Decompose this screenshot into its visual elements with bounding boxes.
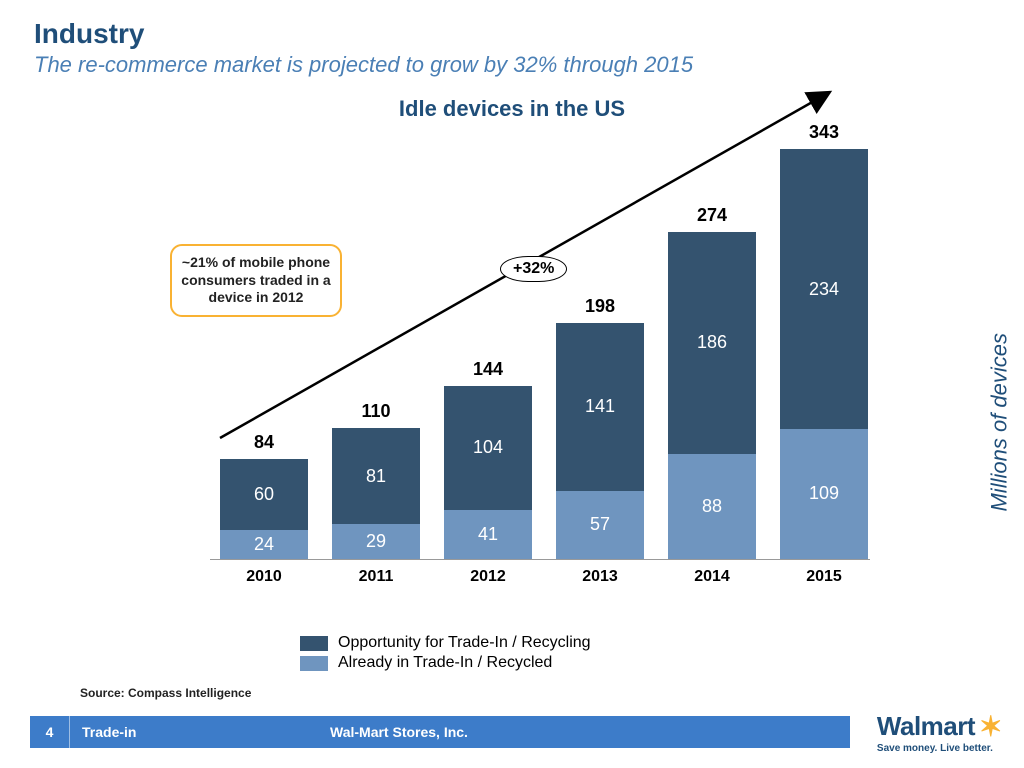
growth-badge: +32% xyxy=(500,256,567,282)
callout-box: ~21% of mobile phone consumers traded in… xyxy=(170,244,342,317)
trend-arrow xyxy=(0,0,1024,768)
